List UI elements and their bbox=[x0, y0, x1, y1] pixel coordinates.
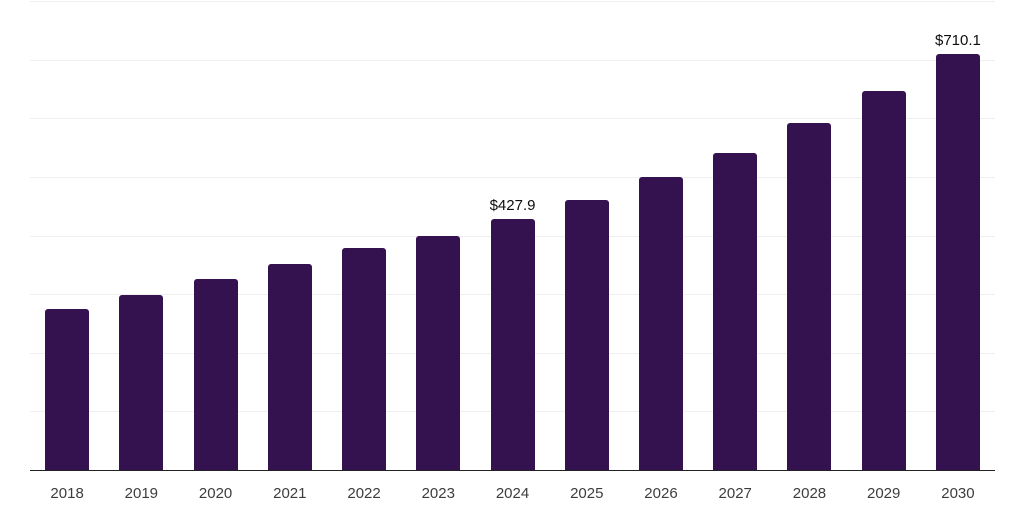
bar-band-2028 bbox=[772, 1, 846, 470]
bar-2024 bbox=[490, 219, 535, 470]
plot-area: $427.9 $710.1 bbox=[30, 1, 995, 471]
bar-2029 bbox=[861, 90, 906, 470]
x-axis-tick-label-2028: 2028 bbox=[792, 485, 827, 502]
x-axis-tick-label-2023: 2023 bbox=[421, 485, 455, 502]
bar-value-label-2030: $710.1 bbox=[934, 31, 981, 49]
bar-band-2026 bbox=[624, 1, 698, 470]
x-axis: 2018 2019 2020 2021 2022 2023 2024 2025 2026 2027… bbox=[30, 471, 995, 512]
bar-band-2018 bbox=[30, 1, 104, 470]
x-axis-tick-label-2018: 2018 bbox=[50, 485, 84, 502]
bar-band-2021 bbox=[253, 1, 327, 470]
gridline-700 bbox=[30, 59, 995, 61]
gridline-600 bbox=[30, 118, 995, 120]
bar-2028 bbox=[787, 123, 832, 470]
bar-2025 bbox=[564, 199, 609, 470]
bar-value-label-2024: $427.9 bbox=[489, 197, 536, 215]
x-axis-tick-label-2030: 2030 bbox=[941, 485, 975, 502]
x-axis-tick-label-2025: 2025 bbox=[570, 485, 604, 502]
bar-band-2027 bbox=[698, 1, 772, 470]
bar-2021 bbox=[267, 263, 312, 470]
bar-2023 bbox=[416, 236, 461, 470]
bar-band-2019 bbox=[104, 1, 178, 470]
bar-2019 bbox=[119, 294, 164, 470]
gridline-800 bbox=[30, 1, 995, 2]
bar-band-2023 bbox=[401, 1, 475, 470]
x-axis-tick-label-2021: 2021 bbox=[273, 485, 307, 502]
bar-2022 bbox=[342, 247, 387, 470]
x-axis-tick-label-2029: 2029 bbox=[867, 485, 901, 502]
x-axis-tick-label-2022: 2022 bbox=[347, 485, 381, 502]
bar-2027 bbox=[713, 152, 758, 470]
bar-2026 bbox=[638, 177, 683, 470]
x-axis-tick-label-2024: 2024 bbox=[495, 485, 530, 502]
bar-band-2024: $427.9 bbox=[475, 1, 549, 470]
bar-2020 bbox=[193, 278, 238, 470]
x-axis-tick-label-2026: 2026 bbox=[644, 485, 678, 502]
x-axis-tick-label-2019: 2019 bbox=[124, 485, 159, 502]
bar-band-2022 bbox=[327, 1, 401, 470]
bar-2030 bbox=[935, 53, 980, 470]
x-axis-tick-label-2027: 2027 bbox=[718, 485, 752, 502]
bar-band-2020 bbox=[178, 1, 252, 470]
x-axis-tick-label-2020: 2020 bbox=[198, 485, 233, 502]
bar-band-2025 bbox=[550, 1, 624, 470]
gridline-500 bbox=[30, 176, 995, 178]
bar-band-2030: $710.1 bbox=[921, 1, 995, 470]
bar-2018 bbox=[45, 308, 90, 470]
bar-band-2029 bbox=[847, 1, 921, 470]
bar-series: $427.9 $710.1 bbox=[30, 1, 995, 470]
